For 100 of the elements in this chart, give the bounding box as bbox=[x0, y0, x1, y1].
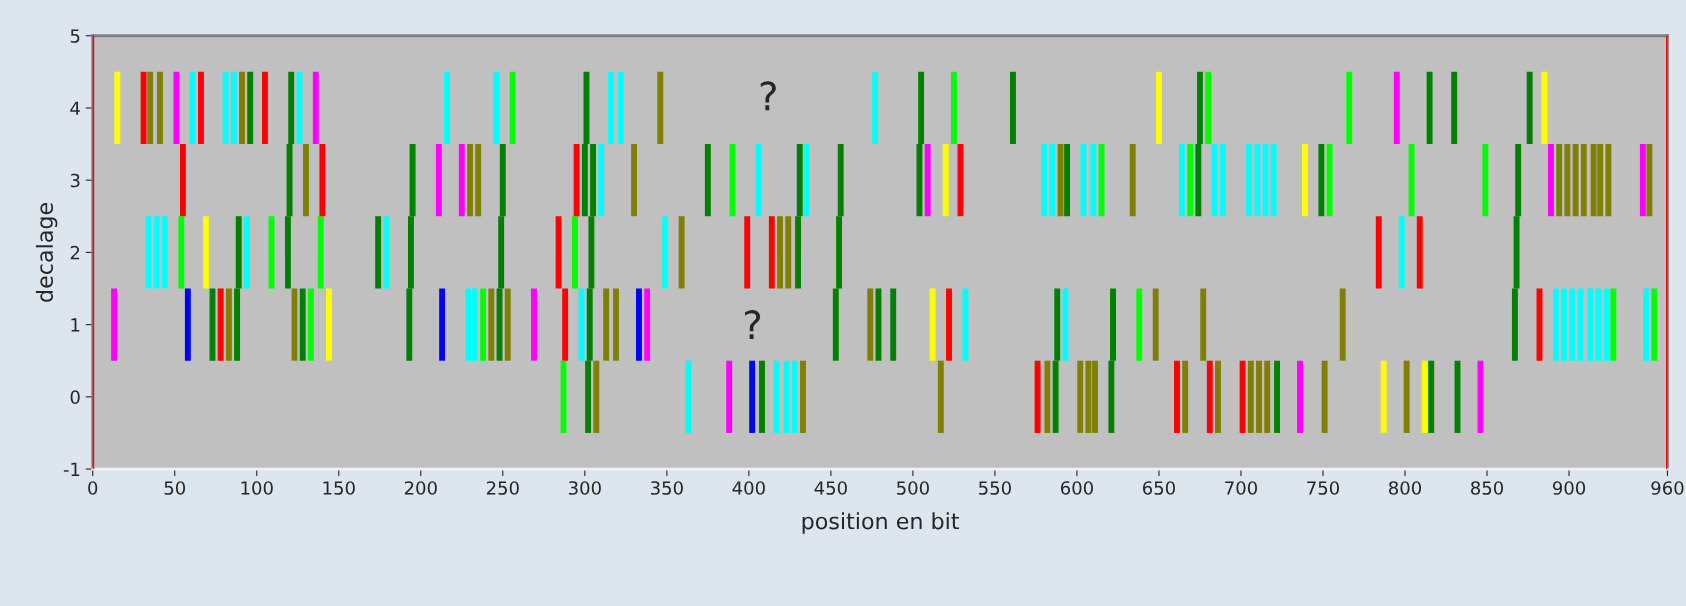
x-tick-label: 600 bbox=[1060, 481, 1093, 495]
bar bbox=[509, 71, 516, 145]
x-tick-label: 900 bbox=[1552, 481, 1586, 495]
bar bbox=[531, 288, 537, 361]
bar bbox=[1639, 144, 1646, 217]
bar bbox=[1274, 360, 1281, 433]
bar bbox=[1090, 144, 1097, 217]
bar bbox=[1587, 288, 1594, 361]
bar bbox=[180, 144, 186, 217]
bar bbox=[572, 216, 578, 289]
bar bbox=[243, 216, 250, 289]
bar bbox=[1239, 360, 1246, 433]
bar bbox=[1129, 144, 1136, 217]
bar bbox=[1393, 71, 1400, 145]
x-tick-label: 100 bbox=[241, 481, 273, 495]
bar bbox=[929, 288, 936, 361]
bar bbox=[562, 288, 569, 361]
bar bbox=[1301, 144, 1308, 217]
bar bbox=[1339, 288, 1346, 361]
bar bbox=[1346, 71, 1353, 145]
bar bbox=[217, 288, 224, 361]
bar bbox=[317, 216, 324, 289]
bar bbox=[1178, 144, 1185, 217]
bar bbox=[147, 71, 154, 145]
bar bbox=[1380, 360, 1387, 433]
bar bbox=[875, 288, 882, 361]
bar bbox=[467, 144, 473, 217]
bar bbox=[1318, 144, 1325, 217]
bar bbox=[755, 144, 762, 217]
bar bbox=[578, 288, 585, 361]
bar bbox=[785, 216, 792, 289]
bar bbox=[1572, 144, 1579, 217]
bar bbox=[950, 71, 957, 145]
bar bbox=[307, 288, 314, 361]
x-tick-label: 450 bbox=[814, 481, 847, 495]
x-tick-label: 150 bbox=[323, 481, 355, 495]
bar bbox=[1375, 216, 1382, 289]
bar bbox=[924, 144, 931, 217]
bar bbox=[555, 216, 562, 289]
bar bbox=[247, 71, 254, 145]
bar bbox=[1205, 71, 1212, 145]
bar bbox=[783, 360, 790, 433]
bar bbox=[1398, 216, 1405, 289]
bar bbox=[1200, 288, 1207, 361]
bar bbox=[488, 288, 495, 361]
bar bbox=[458, 144, 465, 217]
bar bbox=[1548, 144, 1554, 217]
bar bbox=[1603, 288, 1610, 361]
bar bbox=[184, 288, 191, 361]
bar bbox=[1270, 144, 1277, 217]
bar bbox=[1077, 360, 1084, 433]
bar bbox=[480, 288, 487, 361]
bar bbox=[504, 288, 511, 361]
bar bbox=[303, 144, 309, 217]
bar bbox=[140, 71, 147, 145]
bar bbox=[603, 288, 610, 361]
bar bbox=[685, 360, 692, 433]
bar bbox=[1044, 360, 1051, 433]
bar bbox=[1561, 288, 1568, 361]
bar bbox=[1187, 144, 1194, 217]
bar bbox=[493, 71, 500, 145]
bar bbox=[593, 360, 600, 433]
y-tick-label: 3 bbox=[70, 173, 80, 188]
y-tick-label: 1 bbox=[71, 318, 80, 332]
bar bbox=[617, 71, 624, 145]
x-tick-label: 700 bbox=[1225, 481, 1257, 495]
bar bbox=[230, 71, 237, 145]
bar bbox=[1451, 71, 1458, 145]
bar bbox=[375, 216, 382, 289]
bar bbox=[777, 216, 783, 289]
x-tick-label: 650 bbox=[1142, 481, 1175, 495]
bar bbox=[872, 71, 879, 145]
x-tick-label: 200 bbox=[404, 481, 437, 495]
y-tick-label: 5 bbox=[70, 29, 80, 43]
y-tick-label: -1 bbox=[63, 462, 80, 476]
bar bbox=[444, 71, 450, 145]
bar bbox=[890, 288, 897, 361]
x-axis-title: position en bit bbox=[802, 512, 960, 534]
bar bbox=[114, 71, 121, 145]
bar bbox=[1174, 360, 1180, 433]
bar bbox=[296, 71, 303, 145]
x-tick-label: 400 bbox=[732, 481, 765, 495]
x-tick-label: 550 bbox=[979, 481, 1011, 495]
bar bbox=[1246, 144, 1253, 217]
bar bbox=[1264, 360, 1271, 433]
x-tick-label: 800 bbox=[1388, 481, 1422, 495]
bar bbox=[791, 360, 798, 433]
bar bbox=[189, 71, 196, 145]
bar bbox=[1643, 288, 1650, 361]
bar bbox=[942, 144, 949, 217]
bar bbox=[631, 144, 637, 217]
bar bbox=[1256, 360, 1262, 433]
bar bbox=[1156, 71, 1162, 145]
annotation: ? bbox=[745, 310, 761, 339]
bar bbox=[153, 216, 160, 289]
bar bbox=[962, 288, 969, 361]
bar bbox=[1262, 144, 1269, 217]
bar bbox=[161, 216, 168, 289]
bar bbox=[1416, 216, 1423, 289]
bar bbox=[1254, 144, 1261, 217]
